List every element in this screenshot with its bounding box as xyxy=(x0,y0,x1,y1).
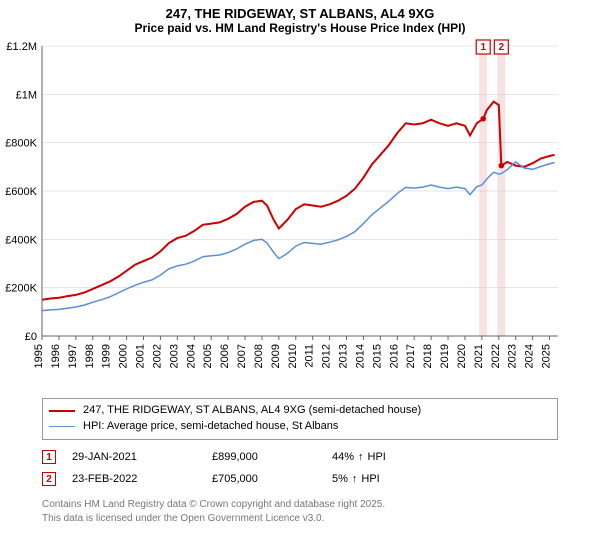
chart-container: 247, THE RIDGEWAY, ST ALBANS, AL4 9XG Pr… xyxy=(0,0,600,560)
footer-line-1: Contains HM Land Registry data © Crown c… xyxy=(42,498,558,512)
transaction-badge: 2 xyxy=(42,472,56,486)
transaction-date: 23-FEB-2022 xyxy=(72,473,212,485)
x-tick-label: 2025 xyxy=(541,344,553,368)
transaction-price: £705,000 xyxy=(212,473,332,485)
x-tick-label: 2012 xyxy=(321,344,333,368)
transaction-dot xyxy=(480,116,486,122)
series-line-hpi xyxy=(42,162,555,311)
x-tick-label: 2003 xyxy=(168,344,180,368)
x-tick-label: 2015 xyxy=(371,344,383,368)
legend-item: 247, THE RIDGEWAY, ST ALBANS, AL4 9XG (s… xyxy=(49,403,551,419)
legend-swatch xyxy=(49,426,75,427)
x-tick-label: 2000 xyxy=(118,344,130,368)
x-tick-label: 2017 xyxy=(405,344,417,368)
line-chart-svg: £0 £200K £400K £600K £800K £1M £1.2M 1995 1996 19… xyxy=(0,38,600,388)
x-tick-label: 2004 xyxy=(185,344,197,368)
arrow-up-icon: ↑ xyxy=(358,451,364,463)
transaction-dot xyxy=(499,163,505,169)
footer-line-2: This data is licensed under the Open Gov… xyxy=(42,512,558,526)
arrow-up-icon: ↑ xyxy=(352,473,358,485)
y-tick-label: £800K xyxy=(5,138,37,150)
x-tick-label: 2016 xyxy=(388,344,400,368)
y-tick-label: £0 xyxy=(25,331,37,343)
transaction-delta: 5% ↑HPI xyxy=(332,473,558,485)
chart-area: £0 £200K £400K £600K £800K £1M £1.2M 1995 1996 19… xyxy=(0,38,600,388)
legend: 247, THE RIDGEWAY, ST ALBANS, AL4 9XG (s… xyxy=(42,398,558,440)
x-tick-label: 2021 xyxy=(473,344,485,368)
delta-ref: HPI xyxy=(361,473,379,485)
y-tick-label: £1.2M xyxy=(6,41,37,53)
transaction-delta: 44% ↑ HPI xyxy=(332,451,558,463)
x-tick-label: 1999 xyxy=(101,344,113,368)
y-tick-label: £200K xyxy=(5,283,37,295)
title-block: 247, THE RIDGEWAY, ST ALBANS, AL4 9XG Pr… xyxy=(0,0,600,37)
x-tick-label: 2009 xyxy=(270,344,282,368)
x-tick-label: 2002 xyxy=(151,344,163,368)
transaction-date: 29-JAN-2021 xyxy=(72,451,212,463)
x-tick-label: 2020 xyxy=(456,344,468,368)
x-tick-label: 2018 xyxy=(422,344,434,368)
transaction-row: 1 29-JAN-2021£899,00044% ↑ HPI xyxy=(42,446,558,468)
x-tick-label: 2023 xyxy=(507,344,519,368)
y-tick-label: £400K xyxy=(5,234,37,246)
marker-number: 1 xyxy=(480,42,486,53)
delta-pct: 44% xyxy=(332,451,354,463)
x-tick-label: 2011 xyxy=(304,344,316,368)
y-tick-label: £600K xyxy=(5,186,37,198)
transaction-list: 129-JAN-2021£899,00044%↑HPI223-FEB-2022£… xyxy=(42,446,558,490)
marker-band xyxy=(497,46,505,336)
x-tick-label: 2001 xyxy=(135,344,147,368)
marker-band xyxy=(479,46,487,336)
x-tick-label: 2010 xyxy=(287,344,299,368)
x-tick-label: 1998 xyxy=(84,344,96,368)
legend-swatch xyxy=(49,410,75,412)
x-tick-label: 1996 xyxy=(50,344,62,368)
x-tick-label: 2014 xyxy=(354,344,366,368)
delta-pct: 5% xyxy=(332,473,348,485)
y-tick-label: £1M xyxy=(16,89,37,101)
x-tick-label: 1997 xyxy=(67,344,79,368)
transaction-row: 2 23-FEB-2022£705,0005% ↑HPI xyxy=(42,468,558,490)
x-tick-label: 1995 xyxy=(33,344,45,368)
x-tick-label: 2006 xyxy=(219,344,231,368)
title-line-2: Price paid vs. HM Land Registry's House … xyxy=(0,21,600,35)
x-tick-label: 2008 xyxy=(253,344,265,368)
legend-label: HPI: Average price, semi-detached house,… xyxy=(83,419,338,435)
legend-label: 247, THE RIDGEWAY, ST ALBANS, AL4 9XG (s… xyxy=(83,403,421,419)
x-tick-label: 2007 xyxy=(236,344,248,368)
delta-ref: HPI xyxy=(368,451,386,463)
x-tick-label: 2024 xyxy=(524,344,536,368)
transaction-badge: 1 xyxy=(42,450,56,464)
transaction-price: £899,000 xyxy=(212,451,332,463)
x-tick-label: 2013 xyxy=(338,344,350,368)
title-line-1: 247, THE RIDGEWAY, ST ALBANS, AL4 9XG xyxy=(0,6,600,21)
footer-attribution: Contains HM Land Registry data © Crown c… xyxy=(42,498,558,525)
series-line-property xyxy=(42,102,555,300)
legend-item: HPI: Average price, semi-detached house,… xyxy=(49,419,551,435)
x-tick-label: 2005 xyxy=(202,344,214,368)
marker-number: 2 xyxy=(499,42,505,53)
x-tick-label: 2022 xyxy=(490,344,502,368)
x-tick-label: 2019 xyxy=(439,344,451,368)
